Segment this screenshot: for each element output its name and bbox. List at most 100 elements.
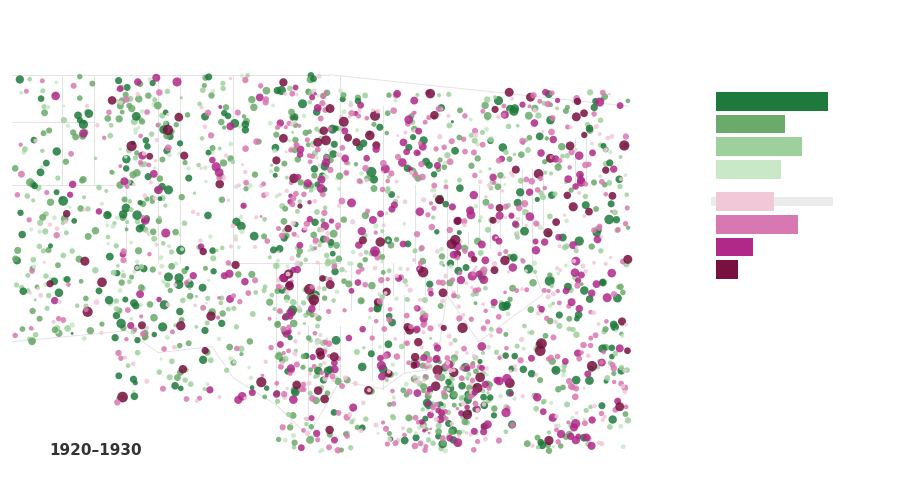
Bar — [716, 260, 738, 279]
Point — [140, 108, 154, 116]
Point — [264, 343, 278, 351]
Point — [497, 111, 511, 119]
Point — [224, 140, 238, 148]
Point — [170, 374, 184, 382]
Point — [23, 289, 38, 297]
Point — [430, 344, 445, 352]
Point — [65, 247, 79, 255]
Point — [292, 247, 307, 255]
Point — [314, 187, 328, 195]
Point — [316, 190, 330, 198]
Point — [32, 284, 46, 292]
Point — [477, 276, 491, 283]
Point — [504, 210, 518, 218]
Point — [556, 383, 571, 391]
Point — [503, 295, 517, 303]
Point — [231, 244, 246, 251]
Point — [149, 241, 164, 248]
Point — [137, 265, 151, 273]
Point — [56, 316, 70, 324]
Point — [410, 230, 424, 238]
Point — [161, 126, 176, 134]
Point — [320, 154, 334, 161]
Point — [525, 177, 539, 185]
Point — [290, 361, 304, 369]
Point — [35, 163, 50, 171]
Point — [446, 427, 460, 434]
Point — [589, 205, 603, 213]
Point — [134, 301, 148, 308]
Point — [32, 315, 47, 323]
Point — [112, 77, 126, 85]
Point — [313, 331, 328, 339]
Point — [311, 72, 326, 80]
Point — [47, 214, 61, 222]
Point — [149, 136, 164, 144]
Point — [119, 335, 133, 343]
Point — [256, 286, 271, 294]
Point — [112, 115, 126, 123]
Point — [40, 103, 55, 111]
Point — [365, 216, 380, 224]
Point — [611, 397, 625, 405]
Point — [475, 107, 490, 115]
Point — [109, 242, 123, 250]
Point — [19, 87, 33, 95]
Point — [349, 138, 364, 146]
Point — [288, 388, 302, 396]
Point — [471, 437, 485, 445]
Point — [310, 108, 324, 116]
Point — [127, 388, 141, 396]
Point — [468, 400, 482, 408]
Point — [487, 299, 501, 307]
Point — [133, 80, 148, 88]
Point — [24, 225, 39, 233]
Point — [289, 141, 303, 149]
Point — [65, 330, 79, 338]
Point — [316, 339, 330, 347]
Point — [312, 226, 327, 234]
Point — [230, 218, 244, 226]
Point — [424, 290, 438, 298]
Point — [521, 265, 535, 273]
Point — [307, 87, 321, 95]
Point — [572, 432, 586, 440]
Point — [123, 322, 138, 330]
Point — [495, 187, 509, 195]
Point — [211, 314, 225, 322]
Point — [126, 171, 140, 179]
Point — [594, 409, 608, 417]
Point — [158, 119, 173, 127]
Point — [598, 181, 612, 188]
Point — [536, 193, 550, 201]
Point — [417, 136, 431, 144]
Point — [353, 143, 367, 151]
Point — [600, 374, 615, 382]
Point — [378, 165, 392, 173]
Point — [551, 438, 565, 446]
Point — [441, 408, 455, 416]
Point — [356, 399, 371, 407]
Point — [423, 389, 437, 397]
Point — [238, 395, 253, 402]
Point — [538, 89, 553, 96]
Point — [403, 165, 418, 173]
Point — [464, 430, 478, 438]
Point — [562, 163, 577, 171]
Point — [447, 292, 462, 300]
Point — [404, 323, 419, 331]
Point — [559, 178, 573, 186]
Point — [476, 369, 491, 377]
Point — [471, 141, 485, 149]
Point — [115, 393, 130, 400]
Point — [464, 379, 479, 387]
Point — [581, 440, 596, 448]
Point — [490, 234, 504, 242]
Point — [446, 375, 460, 383]
Point — [161, 301, 176, 308]
Point — [551, 270, 565, 277]
Point — [38, 227, 52, 235]
Point — [514, 177, 528, 185]
Point — [327, 258, 341, 266]
Point — [510, 229, 525, 237]
